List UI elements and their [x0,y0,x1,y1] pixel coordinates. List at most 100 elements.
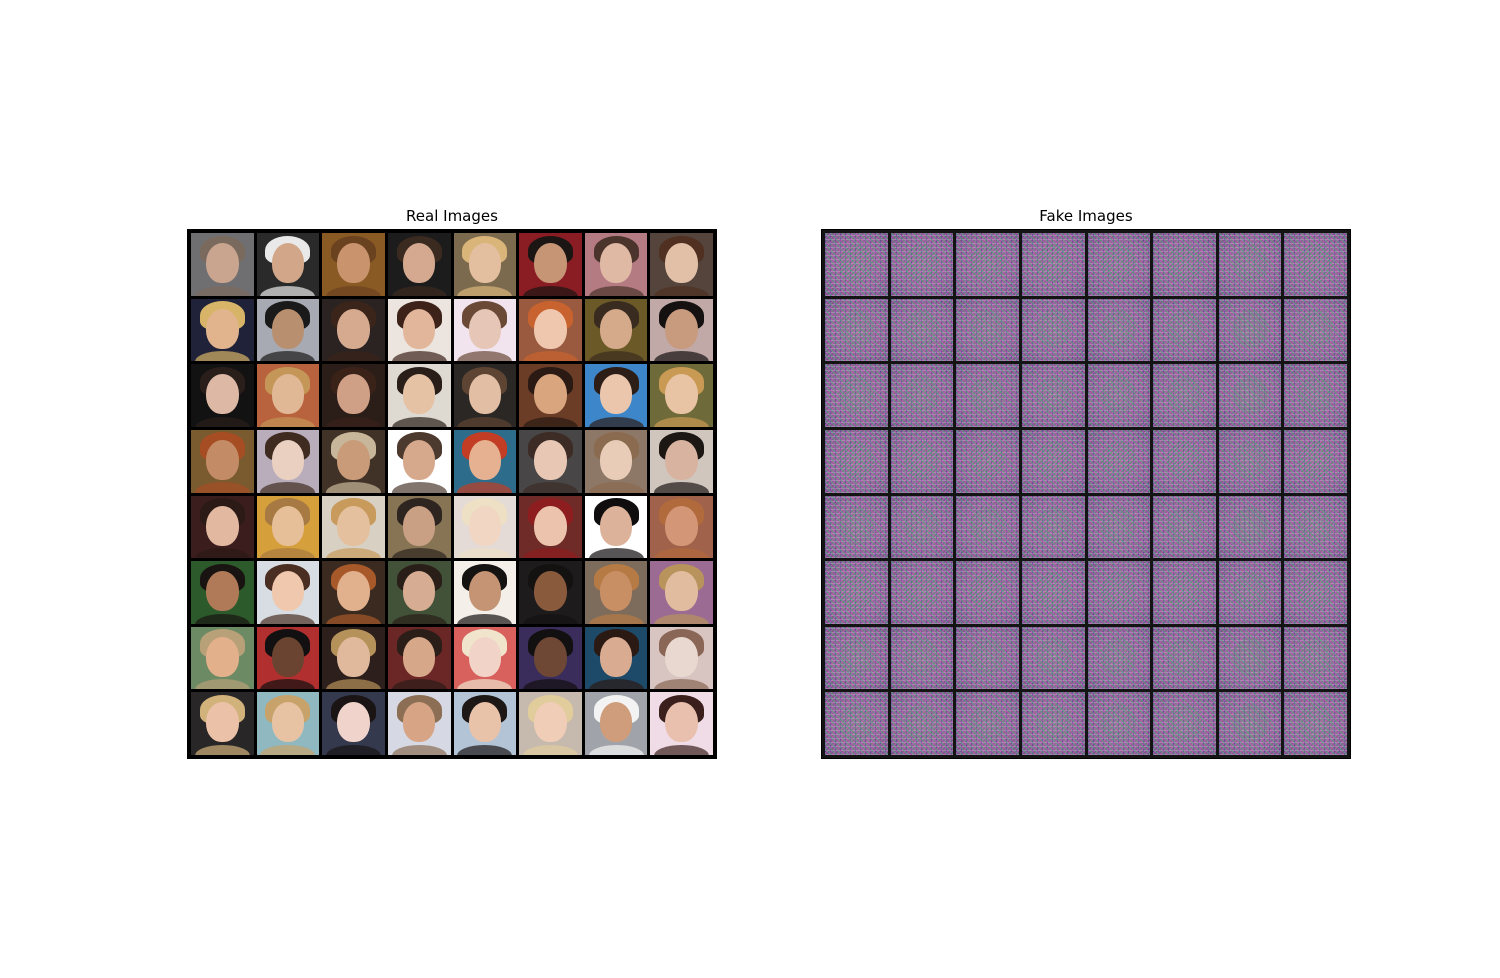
real-face-thumbnail [519,561,582,624]
real-face-thumbnail [191,626,254,690]
fake-image-thumbnail [1284,429,1347,493]
fake-images-grid [821,229,1351,759]
fake-image-thumbnail [1153,233,1216,296]
fake-image-thumbnail [956,364,1019,427]
real-images-panel: Real Images [187,205,717,759]
real-face-thumbnail [191,233,254,296]
real-face-thumbnail [322,298,385,362]
fake-image-thumbnail [1284,495,1347,559]
fake-image-thumbnail [1021,692,1085,755]
real-face-thumbnail [453,495,517,559]
fake-image-thumbnail [1284,692,1347,755]
fake-image-thumbnail [825,561,888,624]
fake-image-thumbnail [956,495,1019,559]
real-face-thumbnail [387,626,451,690]
real-face-thumbnail [584,495,648,559]
fake-image-thumbnail [956,298,1019,362]
real-face-thumbnail [191,692,254,755]
real-face-thumbnail [322,364,385,427]
real-face-thumbnail [387,364,451,427]
fake-image-thumbnail [890,692,954,755]
real-face-thumbnail [650,561,713,624]
real-face-thumbnail [519,298,582,362]
fake-image-thumbnail [956,692,1019,755]
real-face-thumbnail [387,233,451,296]
real-face-thumbnail [519,429,582,493]
fake-image-thumbnail [1218,692,1282,755]
fake-image-thumbnail [1218,364,1282,427]
fake-image-thumbnail [890,233,954,296]
real-face-thumbnail [256,233,320,296]
real-face-thumbnail [453,561,517,624]
fake-image-thumbnail [825,298,888,362]
real-face-thumbnail [387,561,451,624]
fake-image-thumbnail [1153,561,1216,624]
fake-image-thumbnail [890,429,954,493]
real-face-thumbnail [256,561,320,624]
real-face-thumbnail [322,495,385,559]
real-face-thumbnail [453,364,517,427]
real-face-thumbnail [387,495,451,559]
real-face-thumbnail [650,626,713,690]
fake-image-thumbnail [1218,626,1282,690]
fake-image-thumbnail [825,364,888,427]
fake-image-thumbnail [890,495,954,559]
real-face-thumbnail [519,233,582,296]
real-face-thumbnail [584,298,648,362]
real-face-thumbnail [650,495,713,559]
fake-image-thumbnail [1021,626,1085,690]
fake-image-thumbnail [1218,298,1282,362]
real-face-thumbnail [650,692,713,755]
fake-image-thumbnail [956,626,1019,690]
real-face-thumbnail [453,429,517,493]
fake-image-thumbnail [1284,626,1347,690]
fake-image-thumbnail [825,692,888,755]
real-face-thumbnail [650,364,713,427]
real-face-thumbnail [453,626,517,690]
fake-image-thumbnail [825,495,888,559]
real-face-thumbnail [256,298,320,362]
fake-image-thumbnail [1284,364,1347,427]
real-face-thumbnail [191,298,254,362]
fake-image-thumbnail [1218,561,1282,624]
real-face-thumbnail [519,495,582,559]
real-face-thumbnail [191,364,254,427]
real-face-thumbnail [322,429,385,493]
fake-image-thumbnail [1021,233,1085,296]
fake-image-thumbnail [956,429,1019,493]
real-face-thumbnail [387,692,451,755]
real-face-thumbnail [322,692,385,755]
real-face-thumbnail [584,233,648,296]
fake-image-thumbnail [1284,298,1347,362]
real-face-thumbnail [584,692,648,755]
fake-image-thumbnail [1021,495,1085,559]
real-face-thumbnail [322,233,385,296]
fake-image-thumbnail [825,429,888,493]
fake-images-title: Fake Images [1039,207,1133,225]
fake-image-thumbnail [1284,561,1347,624]
real-face-thumbnail [256,364,320,427]
fake-image-thumbnail [1087,626,1151,690]
fake-image-thumbnail [1021,429,1085,493]
real-face-thumbnail [322,626,385,690]
fake-image-thumbnail [890,364,954,427]
real-face-thumbnail [650,233,713,296]
real-face-thumbnail [584,626,648,690]
fake-image-thumbnail [1153,626,1216,690]
fake-image-thumbnail [890,298,954,362]
fake-image-thumbnail [1021,298,1085,362]
real-face-thumbnail [453,692,517,755]
fake-image-thumbnail [1284,233,1347,296]
real-face-thumbnail [191,561,254,624]
real-face-thumbnail [650,429,713,493]
real-face-thumbnail [191,429,254,493]
fake-image-thumbnail [1218,233,1282,296]
fake-image-thumbnail [1087,692,1151,755]
fake-image-thumbnail [1153,364,1216,427]
fake-image-thumbnail [1153,692,1216,755]
real-face-thumbnail [453,233,517,296]
real-face-thumbnail [256,429,320,493]
real-face-thumbnail [387,429,451,493]
fake-image-thumbnail [1153,298,1216,362]
fake-images-panel: Fake Images [821,205,1351,759]
